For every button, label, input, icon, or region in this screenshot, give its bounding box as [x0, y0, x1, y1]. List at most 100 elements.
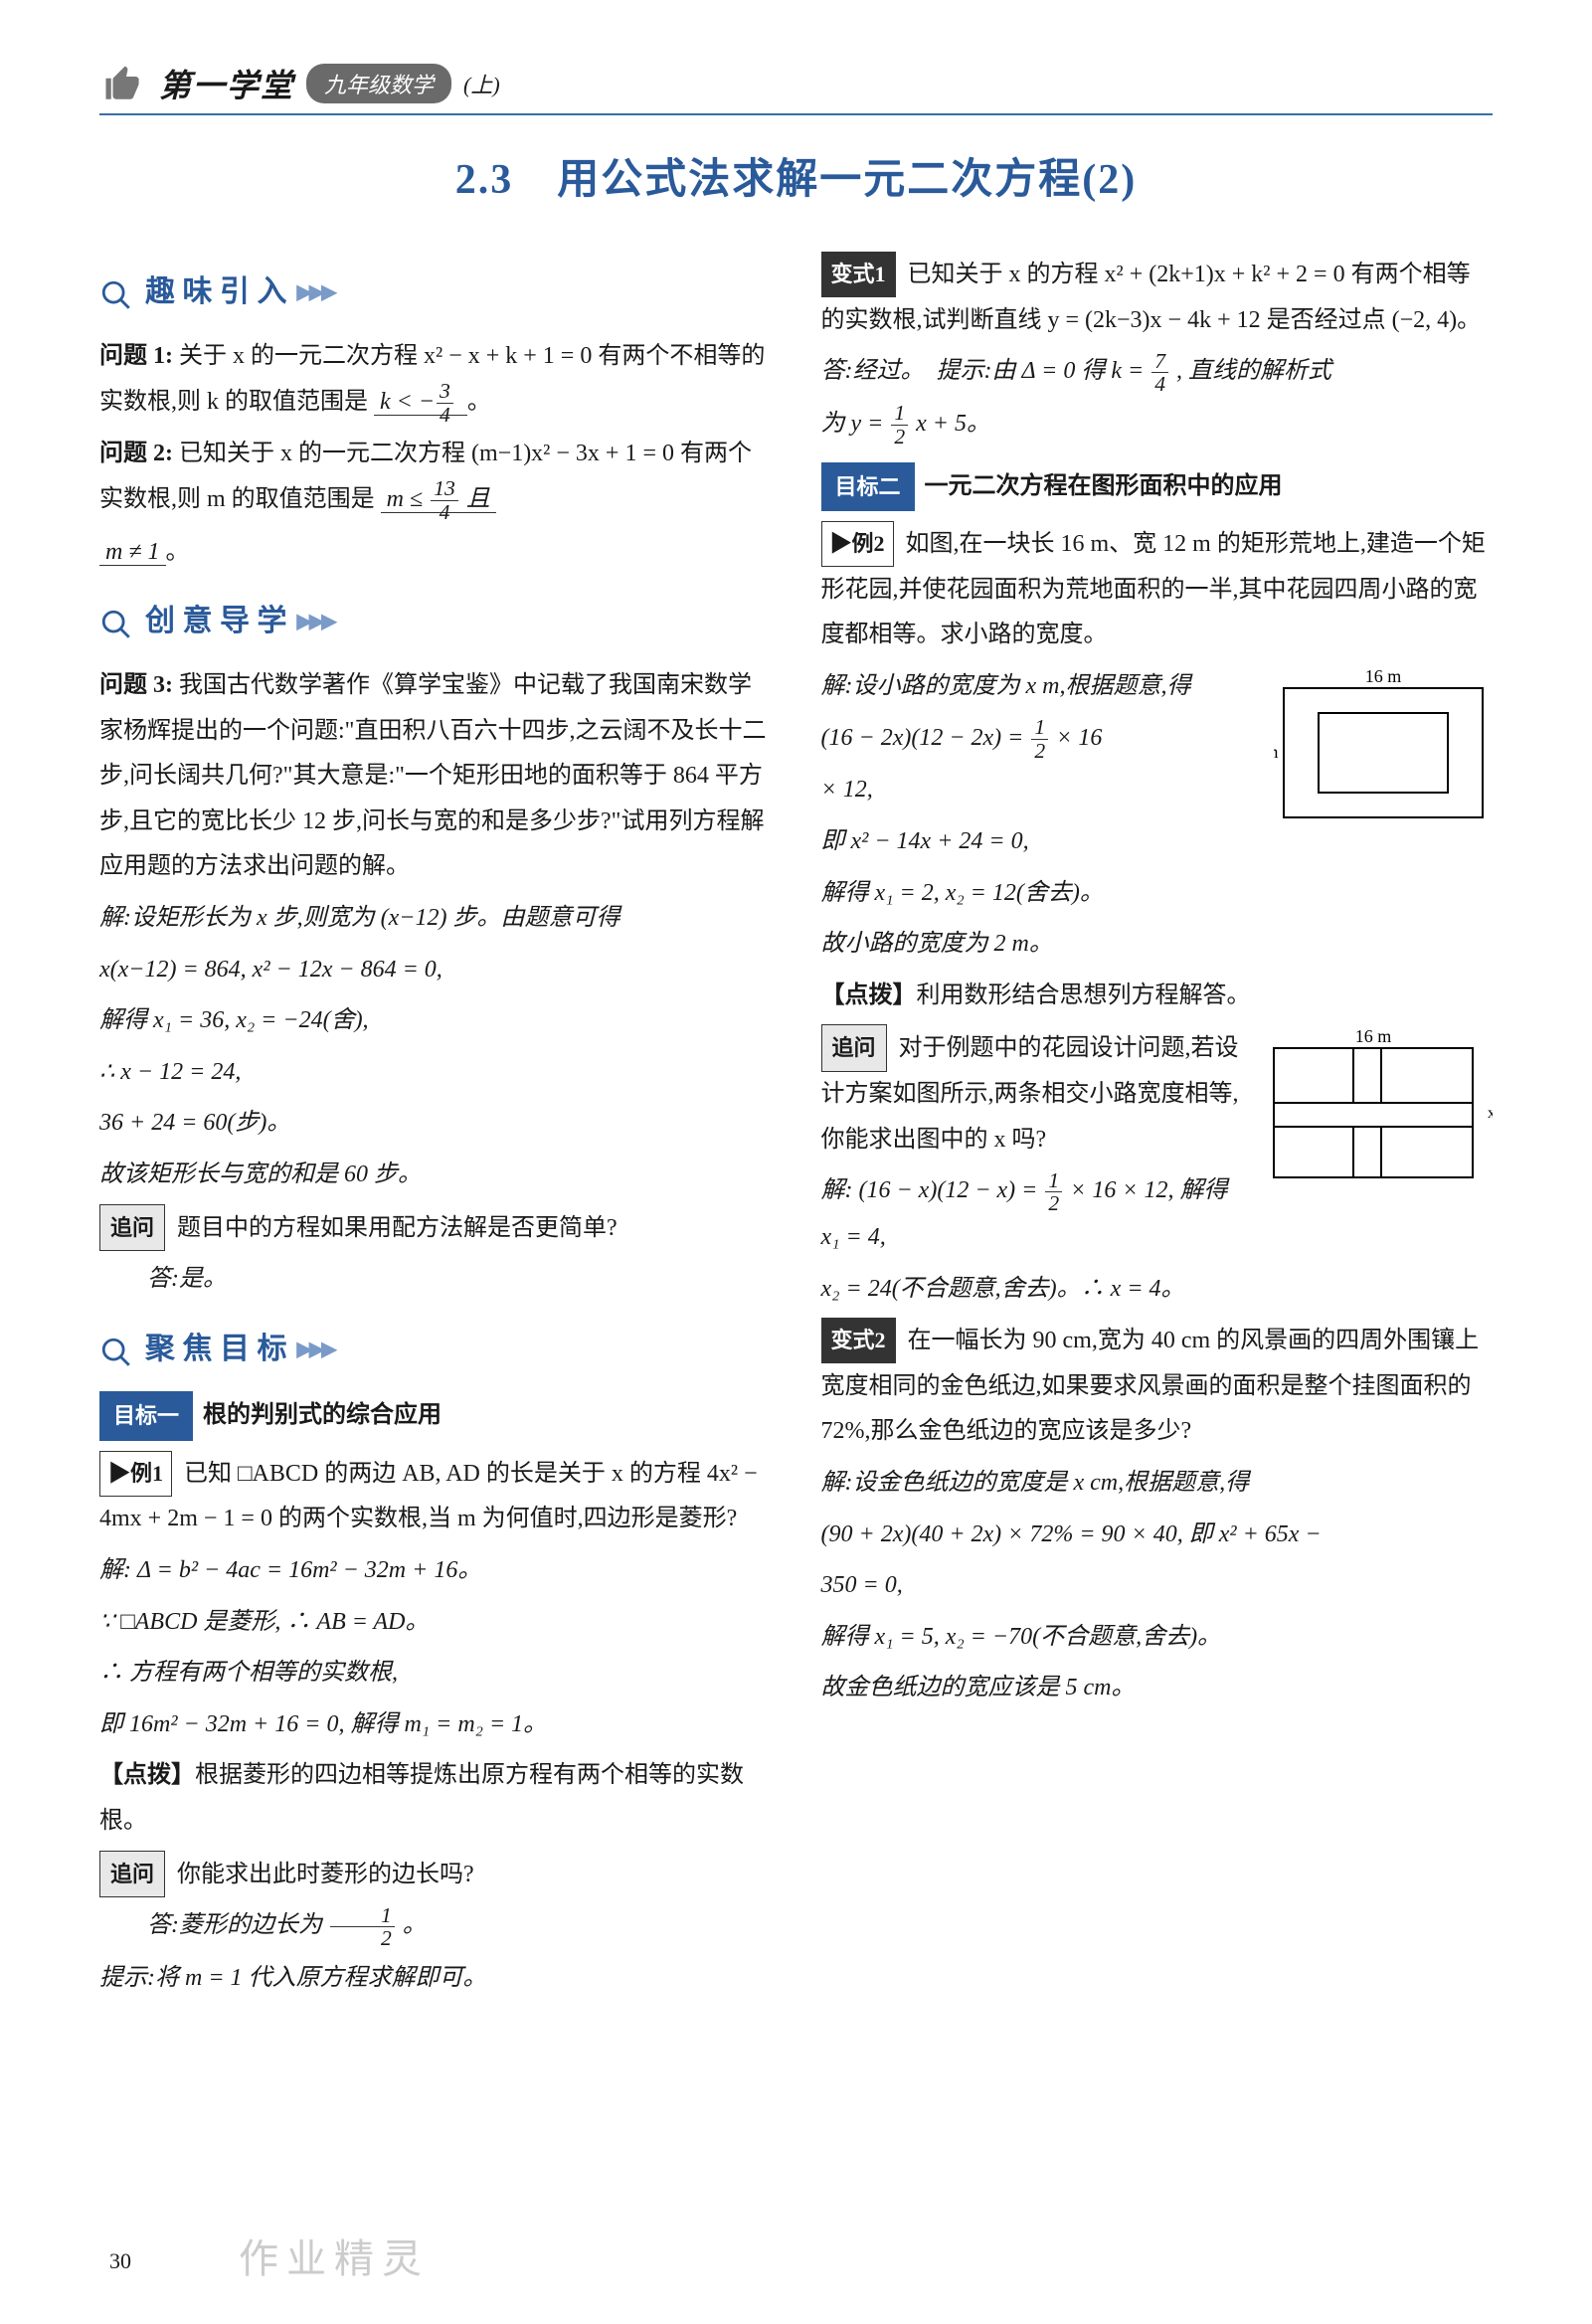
right-column: 变式1 已知关于 x 的方程 x² + (2k+1)x + k² + 2 = 0…: [821, 246, 1494, 2008]
section-focus-title: 聚 焦 目 标: [145, 1321, 287, 1377]
q3-sol3: 解得 x₁ = 36, x₂ = −24(舍),: [99, 998, 772, 1044]
v1-2post: x + 5。: [916, 411, 990, 437]
page-root: 第一学堂 九年级数学 (上) 2.3 用公式法求解一元二次方程(2) 趣 味 引…: [0, 0, 1592, 2324]
ex1-s1: 解: Δ = b² − 4ac = 16m² − 32m + 16。: [99, 1548, 772, 1594]
q1-period: 。: [467, 389, 491, 415]
section-intro-head: 趣 味 引 入 ▶ ▶ ▶: [99, 264, 772, 320]
ex1: ▶例1 已知 □ABCD 的两边 AB, AD 的长是关于 x 的方程 4x² …: [99, 1451, 772, 1542]
follow-label: 追问: [99, 1851, 165, 1898]
ex1-fa-post: 。: [403, 1912, 427, 1938]
page-number: 30: [109, 2248, 131, 2274]
q1-frac-den: 4: [437, 404, 453, 427]
ex2-point-label: 【点拨】: [821, 983, 917, 1008]
q2-num: 13: [431, 477, 458, 501]
q3-label: 问题 3:: [99, 672, 173, 698]
ex2-text: 如图,在一块长 16 m、宽 12 m 的矩形荒地上,建造一个矩形花园,并使花园…: [821, 531, 1486, 647]
d2-x: x m: [1488, 1105, 1493, 1122]
rect-diagram-icon: 16 m 12 m: [1274, 668, 1493, 827]
q2-answer: m ≤ 134 且: [381, 486, 496, 513]
ex2-s6: 故小路的宽度为 2 m。: [821, 922, 1494, 968]
d1-w: 16 m: [1365, 668, 1402, 686]
ex2-label: ▶例2: [821, 521, 894, 567]
follow-label: 追问: [99, 1204, 165, 1252]
q3-sol1: 解:设矩形长为 x 步,则宽为 (x−12) 步。由题意可得: [99, 896, 772, 942]
v1-2d: 2: [891, 426, 908, 448]
section-guide-title: 创 意 导 学: [145, 593, 287, 649]
ex1-s4: 即 16m² − 32m + 16 = 0, 解得 m₁ = m₂ = 1。: [99, 1702, 772, 1748]
ex2: ▶例2 如图,在一块长 16 m、宽 12 m 的矩形荒地上,建造一个矩形花园,…: [821, 521, 1494, 658]
ex2-fs-pre: 解: (16 − x)(12 − x) =: [821, 1177, 1044, 1203]
q1-frac-num: 3: [437, 380, 453, 404]
follow-label: 追问: [821, 1024, 887, 1072]
header-band: 第一学堂 九年级数学 (上): [99, 60, 1493, 115]
q2-period: 。: [166, 539, 190, 565]
ex1-hint: 提示:将 m = 1 代入原方程求解即可。: [99, 1956, 772, 2002]
ex2-point-text: 利用数形结合思想列方程解答。: [917, 983, 1251, 1008]
columns: 趣 味 引 入 ▶ ▶ ▶ 问题 1: 关于 x 的一元二次方程 x² − x …: [99, 246, 1493, 2008]
var2-s4: 解得 x₁ = 5, x₂ = −70(不合题意,舍去)。: [821, 1615, 1494, 1661]
diagram-1: 16 m 12 m: [1274, 668, 1493, 844]
goal2-label: 目标二: [821, 462, 915, 512]
q1-label: 问题 1:: [99, 343, 173, 369]
var2-s3: 350 = 0,: [821, 1563, 1494, 1609]
chapter-title: 2.3 用公式法求解一元二次方程(2): [99, 145, 1493, 206]
q2-den: 4: [437, 501, 453, 524]
goal2-bar: 目标二 一元二次方程在图形面积中的应用: [821, 462, 1494, 512]
section-focus-head: 聚 焦 目 标 ▶ ▶ ▶: [99, 1321, 772, 1377]
var2: 变式2 在一幅长为 90 cm,宽为 40 cm 的风景画的四周外围镶上宽度相同…: [821, 1318, 1494, 1455]
ex2-follow-s2: x₂ = 24(不合题意,舍去)。∴ x = 4。: [821, 1267, 1494, 1313]
v1-post: , 直线的解析式: [1176, 358, 1331, 384]
goal1-bar: 目标一 根的判别式的综合应用: [99, 1391, 772, 1441]
q3-follow: 追问 题目中的方程如果用配方法解是否更简单?: [99, 1204, 772, 1252]
ex1-fn: 1: [330, 1904, 395, 1928]
q1-answer: k < −34: [374, 389, 467, 416]
q2-label: 问题 2:: [99, 441, 173, 466]
q2-suffix: 且: [466, 486, 490, 512]
v1-d: 4: [1151, 373, 1168, 396]
header-volume: (上): [463, 68, 500, 99]
var2-s5: 故金色纸边的宽应该是 5 cm。: [821, 1666, 1494, 1711]
v1-2n: 1: [891, 402, 908, 426]
ex1-point: 【点拨】根据菱形的四边相等提炼出原方程有两个相等的实数根。: [99, 1753, 772, 1844]
q1: 问题 1: 关于 x 的一元二次方程 x² − x + k + 1 = 0 有两…: [99, 334, 772, 426]
goal2-title: 一元二次方程在图形面积中的应用: [925, 464, 1283, 510]
ex2-point: 【点拨】利用数形结合思想列方程解答。: [821, 974, 1494, 1019]
header-grade: 九年级数学: [306, 64, 451, 103]
ex1-point-label: 【点拨】: [99, 1762, 195, 1788]
var2-s1: 解:设金色纸边的宽度是 x cm,根据题意,得: [821, 1461, 1494, 1507]
var1-text: 已知关于 x 的方程 x² + (2k+1)x + k² + 2 = 0 有两个…: [821, 262, 1482, 333]
goal1-label: 目标一: [99, 1391, 193, 1441]
ex1-follow: 追问 你能求出此时菱形的边长吗?: [99, 1851, 772, 1898]
magnifier-icon: [99, 274, 135, 310]
v1-n: 7: [1151, 350, 1168, 374]
var2-text: 在一幅长为 90 cm,宽为 40 cm 的风景画的四周外围镶上宽度相同的金色纸…: [821, 1328, 1480, 1444]
var1-label: 变式1: [821, 252, 896, 297]
var1-ans1: 答:经过。 提示:由 Δ = 0 得 k = 74 , 直线的解析式: [821, 349, 1494, 396]
q2-ans2: m ≠ 1: [99, 539, 166, 566]
ex2-s2-pre: (16 − 2x)(12 − 2x) =: [821, 725, 1030, 751]
d2-w: 16 m: [1355, 1028, 1392, 1046]
ex1-fa-pre: 答:菱形的边长为: [147, 1912, 322, 1938]
magnifier-icon: [99, 604, 135, 639]
q3-sol4: ∴ x − 12 = 24,: [99, 1050, 772, 1096]
q3: 问题 3: 我国古代数学著作《算学宝鉴》中记载了我国南宋数学家杨辉提出的一个问题…: [99, 663, 772, 890]
var1-ans2: 为 y = 12 x + 5。: [821, 402, 1494, 448]
v1-2pre: 为 y =: [821, 411, 890, 437]
ex2-d: 2: [1031, 740, 1048, 763]
q3-sol5: 36 + 24 = 60(步)。: [99, 1101, 772, 1147]
ex1-s2: ∵ □ABCD 是菱形, ∴ AB = AD。: [99, 1600, 772, 1646]
ex1-s3: ∴ 方程有两个相等的实数根,: [99, 1651, 772, 1697]
ex2-s5: 解得 x₁ = 2, x₂ = 12(舍去)。: [821, 871, 1494, 917]
q3-text: 我国古代数学著作《算学宝鉴》中记载了我国南宋数学家杨辉提出的一个问题:"直田积八…: [99, 672, 766, 879]
var2-s2: (90 + 2x)(40 + 2x) × 72% = 90 × 40, 即 x²…: [821, 1513, 1494, 1558]
arrow-icon: ▶ ▶ ▶: [297, 1331, 333, 1368]
var1: 变式1 已知关于 x 的方程 x² + (2k+1)x + k² + 2 = 0…: [821, 252, 1494, 343]
ex2-fn: 1: [1045, 1169, 1062, 1193]
q3-sol6: 故该矩形长与宽的和是 60 步。: [99, 1153, 772, 1198]
ex2-n: 1: [1031, 716, 1048, 740]
d1-h: 12 m: [1274, 742, 1279, 762]
thumb-icon: [99, 60, 147, 107]
section-intro-title: 趣 味 引 入: [145, 264, 287, 320]
ex1-fd: 2: [330, 1927, 395, 1950]
q3-follow-q: 题目中的方程如果用配方法解是否更简单?: [177, 1215, 618, 1241]
